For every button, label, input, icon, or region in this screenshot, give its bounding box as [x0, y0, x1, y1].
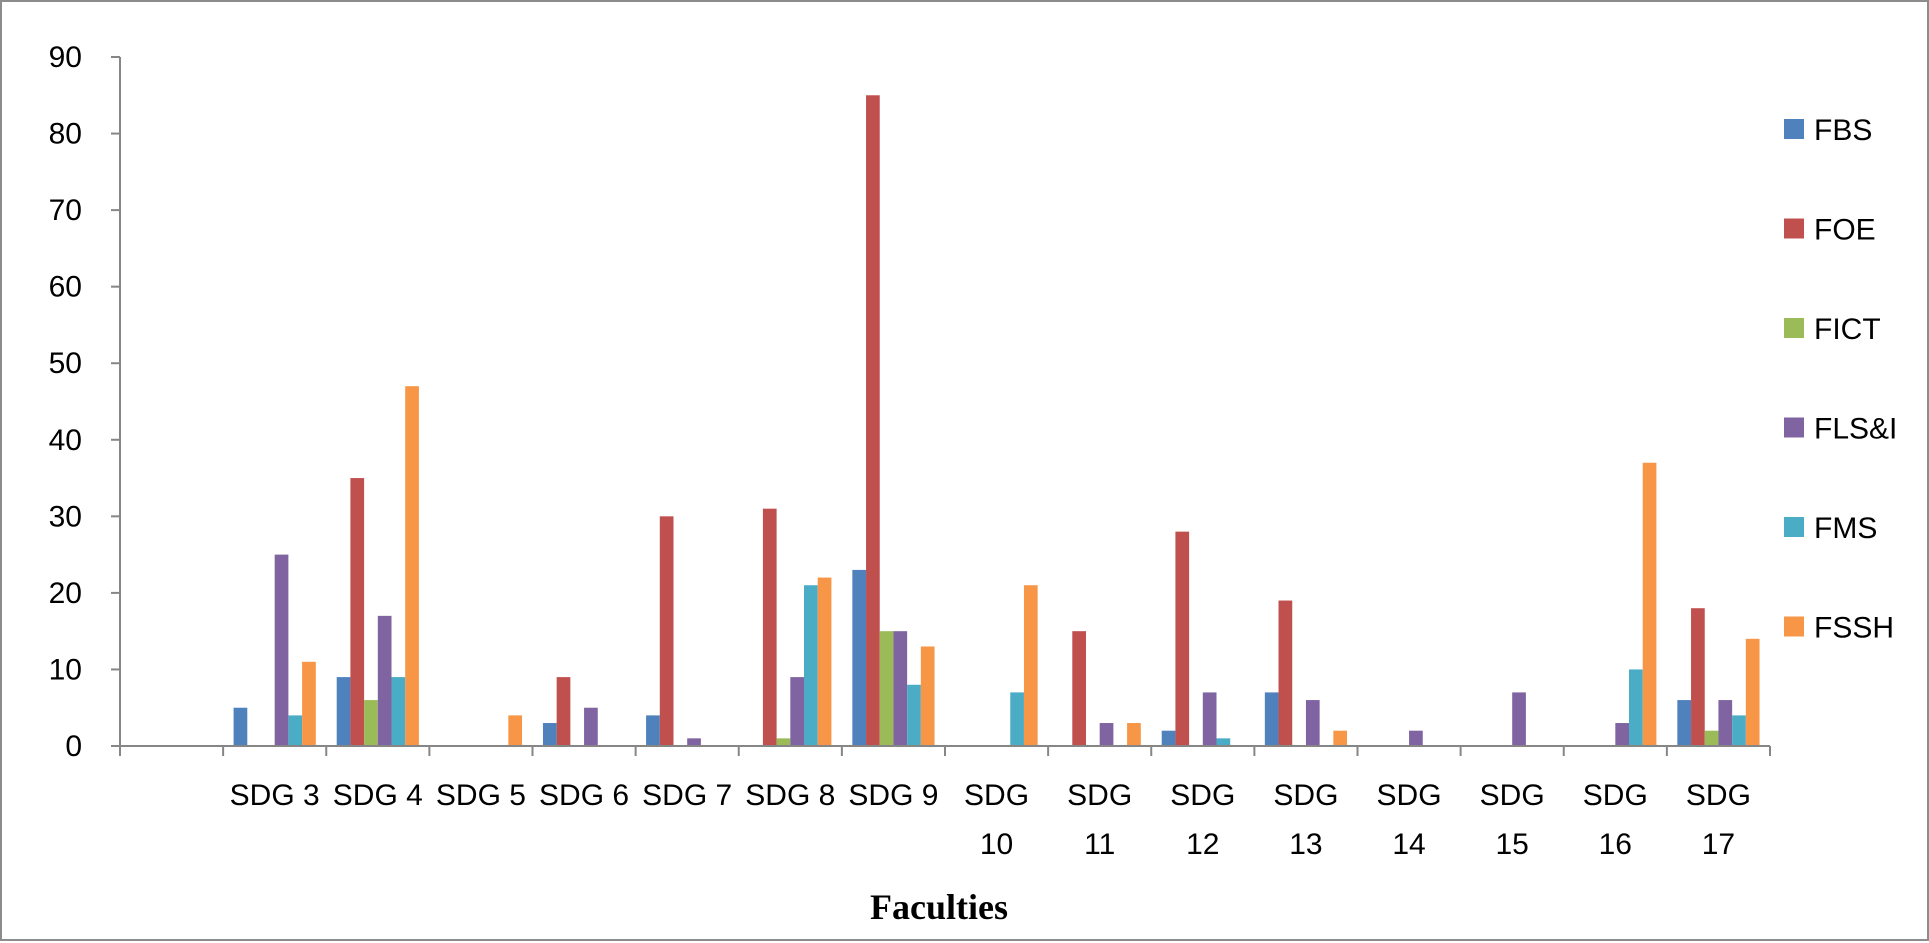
- y-tick-label: 80: [49, 118, 82, 151]
- bar-fms-sdg-8: [804, 585, 818, 746]
- x-tick-label-sdg-14: SDG 14: [1377, 779, 1442, 861]
- legend: FBS FOE FICT FLS&I FMS FSSH: [1784, 114, 1897, 645]
- bar-fls-i-sdg-4: [377, 615, 392, 746]
- legend-label-fms: FMS: [1814, 512, 1877, 545]
- bar-fls-i-sdg-8: [790, 677, 805, 746]
- axes-layer: [111, 56, 1771, 756]
- x-tick-label-sdg-5: SDG 5: [436, 779, 526, 812]
- bars-layer: [233, 95, 1760, 746]
- legend-swatch-fls-i: [1784, 417, 1804, 438]
- bar-fls-i-sdg-16: [1615, 723, 1630, 746]
- bar-fssh-sdg-5: [508, 715, 523, 746]
- bar-fict-sdg-9: [879, 631, 894, 746]
- bar-fssh-sdg-16: [1642, 462, 1657, 746]
- x-tick-label-sdg-10: SDG 10: [964, 779, 1029, 861]
- bar-fbs-sdg-3: [233, 707, 248, 746]
- legend-swatch-fict: [1784, 318, 1804, 338]
- x-tick-label-sdg-4: SDG 4: [333, 779, 423, 812]
- legend-label-fict: FICT: [1814, 313, 1881, 346]
- bar-fssh-sdg-9: [920, 646, 935, 746]
- bar-fssh-sdg-11: [1127, 723, 1141, 746]
- bar-foe-sdg-17: [1691, 608, 1705, 746]
- bar-fms-sdg-17: [1732, 715, 1746, 746]
- bar-fls-i-sdg-9: [893, 631, 908, 746]
- bar-fls-i-sdg-13: [1305, 700, 1320, 746]
- y-tick-label: 50: [49, 347, 82, 380]
- x-tick-label-sdg-3: SDG 3: [230, 779, 320, 812]
- bar-fls-i-sdg-14: [1409, 730, 1423, 746]
- bar-fssh-sdg-13: [1333, 730, 1348, 746]
- y-tick-label: 90: [49, 41, 82, 74]
- bar-fls-i-sdg-12: [1202, 692, 1217, 746]
- legend-label-fls-i: FLS&I: [1814, 413, 1897, 446]
- bar-fbs-sdg-7: [646, 715, 660, 746]
- bar-fms-sdg-9: [907, 684, 921, 746]
- y-tick-label: 40: [49, 424, 82, 457]
- bar-foe-sdg-13: [1278, 600, 1293, 746]
- x-tick-label-sdg-8: SDG 8: [745, 779, 835, 812]
- legend-swatch-foe: [1784, 218, 1804, 239]
- bar-fls-i-sdg-7: [687, 738, 701, 746]
- bar-fict-sdg-4: [364, 700, 378, 746]
- x-tick-label-sdg-9: SDG 9: [848, 779, 938, 812]
- y-tick-label: 20: [49, 577, 82, 610]
- bar-fls-i-sdg-11: [1099, 723, 1114, 746]
- x-axis-title: Faculties: [870, 887, 1008, 927]
- y-tick-label: 30: [49, 500, 82, 533]
- bar-fms-sdg-10: [1010, 692, 1024, 746]
- bar-fssh-sdg-10: [1023, 585, 1038, 746]
- bar-foe-sdg-8: [762, 508, 777, 746]
- bar-fls-i-sdg-17: [1718, 700, 1733, 746]
- bar-fbs-sdg-13: [1264, 692, 1279, 746]
- labels-layer: 0 10 20 30 40 50 60 70 80 90 SDG 3 SDG 4 SDG 5 SDG 6 S…: [49, 41, 1751, 861]
- bar-fbs-sdg-9: [852, 569, 867, 746]
- x-tick-label-sdg-12: SDG 12: [1170, 779, 1235, 861]
- bar-fict-sdg-8: [776, 738, 791, 746]
- bar-fms-sdg-3: [288, 715, 303, 746]
- bar-fssh-sdg-4: [405, 386, 419, 746]
- bar-fls-i-sdg-6: [584, 707, 598, 746]
- bar-foe-sdg-9: [866, 95, 880, 746]
- x-tick-label-sdg-11: SDG 11: [1067, 779, 1132, 861]
- legend-swatch-fssh: [1784, 616, 1804, 637]
- bar-foe-sdg-12: [1175, 531, 1190, 746]
- bar-fls-i-sdg-15: [1512, 692, 1526, 746]
- legend-label-foe: FOE: [1814, 214, 1876, 247]
- legend-label-fbs: FBS: [1814, 114, 1872, 147]
- y-tick-label: 70: [49, 194, 82, 227]
- bar-foe-sdg-11: [1072, 631, 1086, 746]
- bar-fssh-sdg-8: [817, 577, 832, 746]
- bar-fict-sdg-17: [1704, 730, 1719, 746]
- x-tick-label-sdg-6: SDG 6: [539, 779, 629, 812]
- legend-label-fssh: FSSH: [1814, 612, 1894, 645]
- y-tick-label: 0: [65, 730, 82, 763]
- bar-fbs-sdg-6: [542, 723, 557, 746]
- x-tick-label-sdg-16: SDG 16: [1583, 779, 1648, 861]
- bar-foe-sdg-4: [350, 478, 365, 746]
- bar-foe-sdg-6: [556, 677, 571, 746]
- bar-fms-sdg-4: [391, 677, 406, 746]
- bar-fms-sdg-12: [1216, 738, 1231, 746]
- bar-fbs-sdg-12: [1161, 730, 1176, 746]
- x-tick-label-sdg-7: SDG 7: [642, 779, 732, 812]
- y-tick-label: 10: [49, 653, 82, 686]
- bar-foe-sdg-7: [659, 516, 674, 746]
- x-tick-label-sdg-13: SDG 13: [1273, 779, 1338, 861]
- bar-fbs-sdg-17: [1677, 700, 1692, 746]
- bar-fms-sdg-16: [1629, 669, 1643, 746]
- y-tick-label: 60: [49, 271, 82, 304]
- bar-fssh-sdg-3: [302, 661, 316, 746]
- legend-swatch-fms: [1784, 517, 1804, 537]
- x-tick-label-sdg-15: SDG 15: [1480, 779, 1545, 861]
- bar-fbs-sdg-4: [336, 677, 351, 746]
- bar-fls-i-sdg-3: [274, 554, 289, 746]
- bar-fssh-sdg-17: [1745, 638, 1760, 746]
- x-tick-label-sdg-17: SDG 17: [1686, 779, 1751, 861]
- legend-swatch-fbs: [1784, 119, 1804, 139]
